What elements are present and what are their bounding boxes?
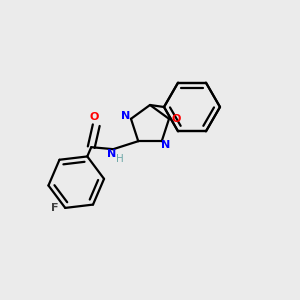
Text: N: N — [161, 140, 170, 150]
Text: O: O — [90, 112, 99, 122]
Text: N: N — [106, 149, 116, 159]
Text: F: F — [52, 203, 59, 213]
Text: N: N — [122, 111, 130, 121]
Text: O: O — [171, 114, 181, 124]
Text: H: H — [116, 154, 124, 164]
